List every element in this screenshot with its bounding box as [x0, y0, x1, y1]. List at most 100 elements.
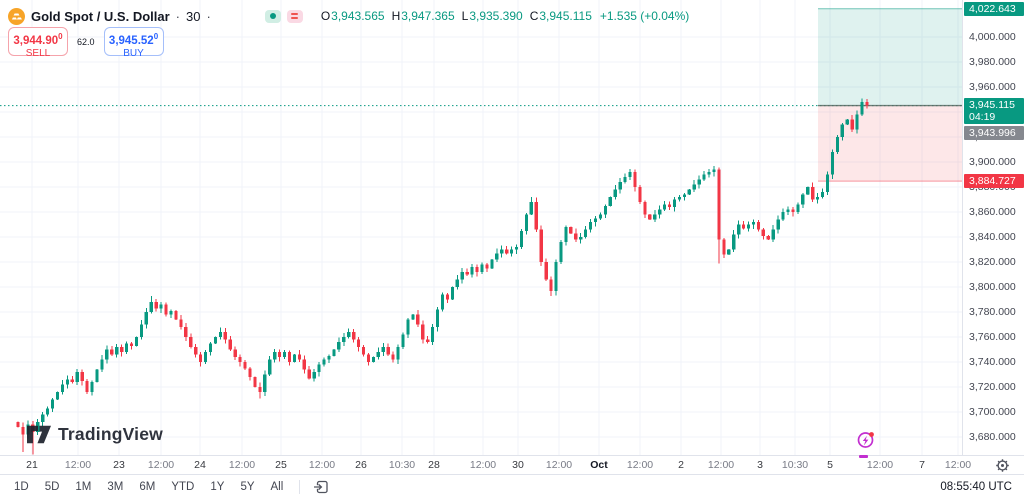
- price-tick-label: 4,000.000: [969, 31, 1016, 43]
- price-tick-label: 3,760.000: [969, 331, 1016, 343]
- range-button-all[interactable]: All: [263, 478, 292, 496]
- price-tick-label: 3,720.000: [969, 381, 1016, 393]
- sell-caption: SELL: [25, 47, 51, 59]
- range-button-5d[interactable]: 5D: [37, 478, 68, 496]
- data-window-icon[interactable]: [286, 9, 303, 23]
- market-open-status-icon[interactable]: [264, 9, 281, 23]
- time-tick-label: 12:00: [469, 459, 497, 471]
- range-button-3m[interactable]: 3M: [99, 478, 131, 496]
- buy-price: 3,945.52: [108, 34, 154, 47]
- time-tick-label: 5: [827, 459, 833, 471]
- sell-price-sup: 0: [58, 32, 63, 41]
- separator-dot-2: ·: [206, 8, 211, 24]
- bottom-toolbar: 1D 5D 1M 3M 6M YTD 1Y 5Y All 08:55:40 UTC: [0, 474, 1024, 499]
- utc-clock[interactable]: 08:55:40 UTC: [940, 481, 1012, 493]
- bar-countdown: 04:19: [969, 111, 996, 124]
- close-label: C: [529, 9, 539, 23]
- price-tick-label: 3,860.000: [969, 206, 1016, 218]
- time-tick-label: 21: [26, 459, 38, 471]
- range-button-ytd[interactable]: YTD: [163, 478, 202, 496]
- symbol-header: Gold Spot / U.S. Dollar · 30 · O3,943.56…: [8, 6, 689, 26]
- range-button-6m[interactable]: 6M: [131, 478, 163, 496]
- position-profit-zone[interactable]: [818, 8, 962, 106]
- time-tick-label: 12:00: [64, 459, 92, 471]
- time-tick-label: 12:00: [866, 459, 894, 471]
- time-tick-label: Oct: [590, 459, 608, 471]
- sell-price: 3,944.90: [13, 34, 59, 47]
- time-tick-label: 12:00: [308, 459, 336, 471]
- time-tick-label: 12:00: [228, 459, 256, 471]
- price-axis[interactable]: 3,680.000 3,700.000 3,720.000 3,740.000 3,76…: [962, 0, 1024, 455]
- time-tick-label: 2: [678, 459, 684, 471]
- position-loss-zone[interactable]: [818, 105, 962, 182]
- time-tick-label: 12:00: [944, 459, 972, 471]
- price-tick-label: 3,960.000: [969, 81, 1016, 93]
- time-tick-label: 24: [194, 459, 206, 471]
- range-button-1y[interactable]: 1Y: [202, 478, 232, 496]
- range-button-1d[interactable]: 1D: [6, 478, 37, 496]
- low-label: L: [461, 9, 469, 23]
- price-tick-label: 3,900.000: [969, 156, 1016, 168]
- change-value: +1.535 (+0.04%): [599, 9, 690, 23]
- time-axis[interactable]: 21 12:00 23 12:00 24 12:00 25 12:00 26 10:30 28 12:…: [0, 455, 1024, 474]
- go-to-date-button[interactable]: [308, 477, 333, 497]
- buy-button[interactable]: 3,945.520 BUY: [103, 27, 164, 59]
- gold-symbol-icon: [8, 7, 25, 25]
- separator-dot: ·: [175, 8, 181, 24]
- candles-layer: [16, 98, 869, 455]
- axis-settings-gear-icon[interactable]: [995, 458, 1010, 473]
- toolbar-divider: [299, 480, 301, 494]
- open-label: O: [320, 9, 331, 23]
- last-price-label: 3,943.996: [964, 125, 1024, 140]
- price-tick-label: 3,740.000: [969, 356, 1016, 368]
- price-tick-label: 3,700.000: [969, 406, 1016, 418]
- time-tick-label: 3: [757, 459, 763, 471]
- buy-caption: BUY: [123, 47, 144, 59]
- time-tick-label: 12:00: [626, 459, 654, 471]
- high-value: 3,947.365: [401, 9, 455, 23]
- open-value: 3,943.565: [331, 9, 385, 23]
- time-tick-label: 23: [113, 459, 125, 471]
- time-tick-label: 28: [428, 459, 440, 471]
- price-tick-label: 3,840.000: [969, 231, 1016, 243]
- ohlc-readout: O3,943.565 H3,947.365 L3,935.390 C3,945.…: [321, 9, 689, 23]
- current-price-label: 3,945.115 04:19: [964, 98, 1024, 125]
- time-tick-label: 12:00: [545, 459, 573, 471]
- time-tick-label: 30: [512, 459, 524, 471]
- current-price-value: 3,945.115: [969, 99, 1015, 112]
- tradingview-logo-icon: [27, 425, 51, 443]
- watermark-text: TradingView: [58, 424, 163, 444]
- time-tick-label: 12:00: [707, 459, 735, 471]
- interval-value[interactable]: 30: [186, 8, 201, 24]
- tradingview-watermark[interactable]: TradingView: [27, 424, 163, 445]
- date-range-buttons: 1D 5D 1M 3M 6M YTD 1Y 5Y All: [6, 478, 291, 496]
- event-marker-icon[interactable]: [856, 430, 876, 450]
- price-tick-label: 3,980.000: [969, 56, 1016, 68]
- symbol-title[interactable]: Gold Spot / U.S. Dollar: [31, 8, 170, 24]
- range-button-1m[interactable]: 1M: [67, 478, 99, 496]
- spread-value: 62.0: [77, 36, 95, 47]
- time-tick-label: 10:30: [781, 459, 809, 471]
- trade-panel: 3,944.900 SELL 62.0 3,945.520 BUY: [8, 27, 164, 59]
- price-tick-label: 3,680.000: [969, 431, 1016, 443]
- time-tick-label: 10:30: [388, 459, 416, 471]
- low-value: 3,935.390: [469, 9, 523, 23]
- target-price-label: 4,022.643: [964, 1, 1024, 16]
- stop-price-label: 3,884.727: [964, 174, 1024, 189]
- time-tick-label: 7: [919, 459, 925, 471]
- price-tick-label: 3,780.000: [969, 306, 1016, 318]
- sell-button[interactable]: 3,944.900 SELL: [8, 27, 68, 59]
- close-value: 3,945.115: [539, 9, 592, 23]
- candlestick-chart[interactable]: [0, 0, 962, 455]
- high-label: H: [391, 9, 401, 23]
- time-tick-label: 25: [275, 459, 287, 471]
- gridlines: [0, 0, 962, 455]
- buy-price-sup: 0: [153, 32, 159, 41]
- price-tick-label: 3,800.000: [969, 281, 1016, 293]
- price-tick-label: 3,820.000: [969, 256, 1016, 268]
- event-axis-marker: [859, 455, 868, 458]
- time-tick-label: 12:00: [147, 459, 175, 471]
- range-button-5y[interactable]: 5Y: [232, 478, 262, 496]
- time-tick-label: 26: [355, 459, 367, 471]
